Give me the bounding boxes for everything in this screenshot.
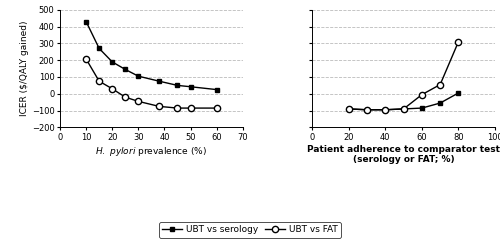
Legend: UBT vs serology, UBT vs FAT: UBT vs serology, UBT vs FAT xyxy=(159,222,341,238)
X-axis label: $\mathit{H.\ pylori}$ prevalence (%): $\mathit{H.\ pylori}$ prevalence (%) xyxy=(96,145,208,158)
X-axis label: Patient adherence to comparator test
(serology or FAT; %): Patient adherence to comparator test (se… xyxy=(307,145,500,164)
Y-axis label: ICER ($/QALY gained): ICER ($/QALY gained) xyxy=(20,21,29,116)
